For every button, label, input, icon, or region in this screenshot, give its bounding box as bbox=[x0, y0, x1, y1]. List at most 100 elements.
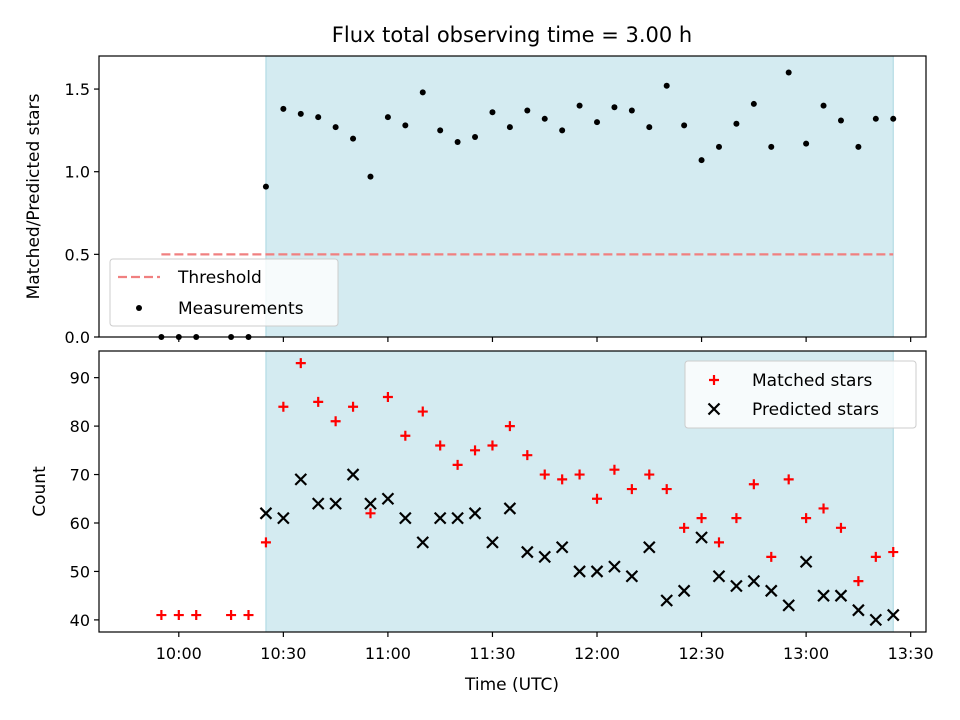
data-point bbox=[643, 540, 656, 554]
data-point bbox=[748, 479, 759, 490]
data-point bbox=[625, 570, 639, 583]
x-tick-label: 12:30 bbox=[679, 644, 725, 663]
data-point bbox=[486, 536, 499, 549]
data-point bbox=[559, 127, 566, 134]
data-point bbox=[888, 547, 899, 558]
data-point bbox=[696, 513, 707, 524]
data-point bbox=[454, 138, 461, 145]
data-point bbox=[803, 140, 810, 147]
y-tick-label: 40 bbox=[70, 611, 90, 630]
data-point bbox=[677, 584, 691, 598]
data-point bbox=[226, 610, 237, 621]
legend-matched-swatch bbox=[709, 375, 719, 385]
data-point bbox=[472, 133, 479, 140]
data-point bbox=[416, 536, 430, 549]
data-point bbox=[452, 459, 463, 470]
legend-box bbox=[684, 360, 917, 429]
legend-threshold-label: Threshold bbox=[177, 268, 262, 288]
data-point bbox=[504, 421, 515, 432]
shaded-interval bbox=[265, 55, 894, 338]
data-point bbox=[782, 599, 795, 612]
data-point bbox=[437, 127, 444, 134]
series-matched-stars bbox=[156, 358, 899, 621]
data-point bbox=[156, 610, 167, 621]
data-point bbox=[538, 550, 552, 564]
data-point bbox=[315, 114, 322, 121]
data-point bbox=[713, 537, 724, 548]
y-axis-label: Matched/Predicted stars bbox=[24, 93, 44, 299]
data-point bbox=[260, 537, 271, 548]
data-point bbox=[433, 511, 447, 525]
data-point bbox=[646, 124, 653, 131]
data-point bbox=[695, 531, 708, 544]
data-point bbox=[660, 594, 673, 607]
data-point bbox=[451, 511, 464, 525]
data-point bbox=[870, 551, 881, 562]
data-point bbox=[872, 115, 879, 122]
data-point bbox=[834, 589, 848, 602]
data-point bbox=[855, 143, 862, 150]
data-point bbox=[609, 464, 620, 475]
data-point bbox=[295, 358, 306, 369]
data-point bbox=[435, 440, 446, 451]
data-point bbox=[402, 122, 409, 129]
data-point bbox=[555, 540, 569, 554]
y-tick-label: 90 bbox=[70, 369, 90, 388]
data-point bbox=[259, 507, 273, 520]
data-point bbox=[348, 401, 359, 412]
data-point bbox=[626, 484, 637, 495]
data-point bbox=[750, 100, 757, 107]
data-point bbox=[594, 119, 601, 126]
data-point bbox=[592, 493, 603, 504]
data-point bbox=[644, 469, 655, 480]
data-point bbox=[539, 469, 550, 480]
data-point bbox=[852, 603, 865, 617]
data-point bbox=[869, 613, 883, 627]
data-point bbox=[367, 173, 374, 180]
data-point bbox=[470, 445, 481, 456]
data-point bbox=[384, 114, 391, 121]
data-point bbox=[297, 110, 304, 117]
data-point bbox=[364, 497, 377, 510]
data-point bbox=[835, 522, 846, 533]
data-point bbox=[853, 576, 864, 587]
y-tick-label: 1.0 bbox=[65, 163, 90, 182]
data-point bbox=[837, 117, 844, 124]
data-point bbox=[557, 474, 568, 485]
data-point bbox=[768, 143, 775, 150]
data-point bbox=[521, 545, 534, 559]
data-point bbox=[799, 555, 813, 569]
data-point bbox=[817, 589, 830, 602]
data-point bbox=[681, 122, 688, 129]
y-tick-label: 0.0 bbox=[65, 328, 90, 347]
legend-predicted-label: Predicted stars bbox=[752, 400, 879, 420]
data-point bbox=[661, 484, 672, 495]
data-point bbox=[733, 120, 740, 127]
data-point bbox=[573, 565, 586, 578]
chart-title: Flux total observing time = 3.00 h bbox=[332, 23, 692, 47]
legend: Threshold Measurements bbox=[109, 258, 339, 327]
data-point bbox=[173, 610, 184, 621]
y-tick-label: 0.5 bbox=[65, 245, 90, 264]
x-tick-label: 12:00 bbox=[574, 644, 620, 663]
legend-predicted-swatch bbox=[707, 402, 721, 416]
data-point bbox=[764, 584, 778, 598]
data-point bbox=[329, 497, 342, 510]
data-point bbox=[698, 157, 705, 164]
legend-measurements-swatch bbox=[136, 305, 142, 311]
data-point bbox=[785, 69, 792, 76]
data-point bbox=[783, 474, 794, 485]
data-point bbox=[330, 416, 341, 427]
y-tick-label: 1.5 bbox=[65, 80, 90, 99]
legend-box bbox=[109, 258, 339, 327]
series-measurements bbox=[158, 69, 897, 340]
data-point bbox=[311, 497, 325, 510]
data-point bbox=[715, 143, 722, 150]
data-point bbox=[679, 522, 690, 533]
data-point bbox=[487, 440, 498, 451]
data-point bbox=[506, 124, 513, 131]
data-point bbox=[628, 107, 635, 114]
data-point bbox=[346, 468, 360, 481]
data-point bbox=[818, 503, 829, 514]
